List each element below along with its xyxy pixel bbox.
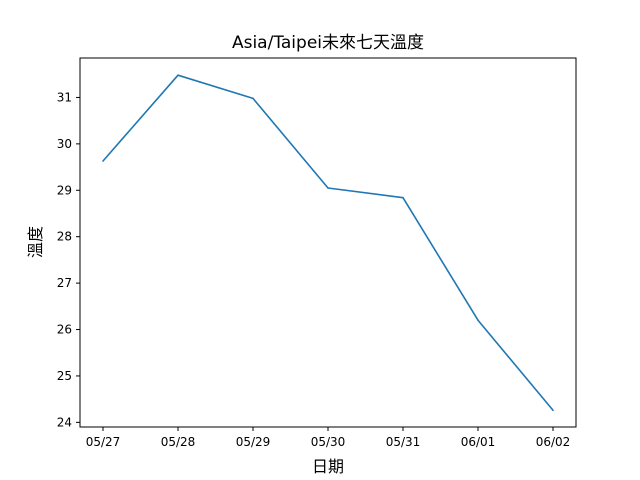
data-point [477, 319, 479, 322]
y-axis-title: 溫度 [26, 226, 45, 258]
x-tick-label: 05/31 [386, 435, 421, 449]
y-tick-label: 28 [57, 230, 72, 244]
y-tick-label: 29 [57, 183, 72, 197]
x-tick-label: 05/29 [236, 435, 271, 449]
x-axis: 05/27 05/28 05/29 05/30 05/31 06/01 06/02 [86, 427, 571, 449]
x-tick-label: 06/01 [461, 435, 496, 449]
y-tick-label: 27 [57, 276, 72, 290]
x-axis-title: 日期 [312, 457, 344, 476]
x-tick-label: 05/28 [161, 435, 196, 449]
y-axis: 24 25 26 27 28 29 30 31 [57, 90, 80, 429]
data-point [402, 196, 404, 199]
plot-area-frame [79, 57, 577, 428]
data-point [177, 74, 179, 76]
y-tick-label: 30 [57, 137, 72, 151]
chart-title: Asia/Taipei未來七天溫度 [232, 33, 424, 53]
x-tick-label: 05/27 [86, 435, 121, 449]
y-tick-label: 26 [57, 323, 72, 337]
data-point [327, 187, 329, 189]
y-tick-label: 25 [57, 369, 72, 383]
temperature-series-line [102, 74, 554, 411]
y-tick-label: 31 [57, 90, 72, 104]
data-point [552, 409, 554, 412]
data-point [102, 160, 104, 162]
x-tick-label: 05/30 [311, 435, 346, 449]
series-layer [102, 74, 554, 412]
y-tick-label: 24 [57, 415, 72, 429]
x-tick-label: 06/02 [536, 435, 571, 449]
data-point [252, 97, 254, 100]
